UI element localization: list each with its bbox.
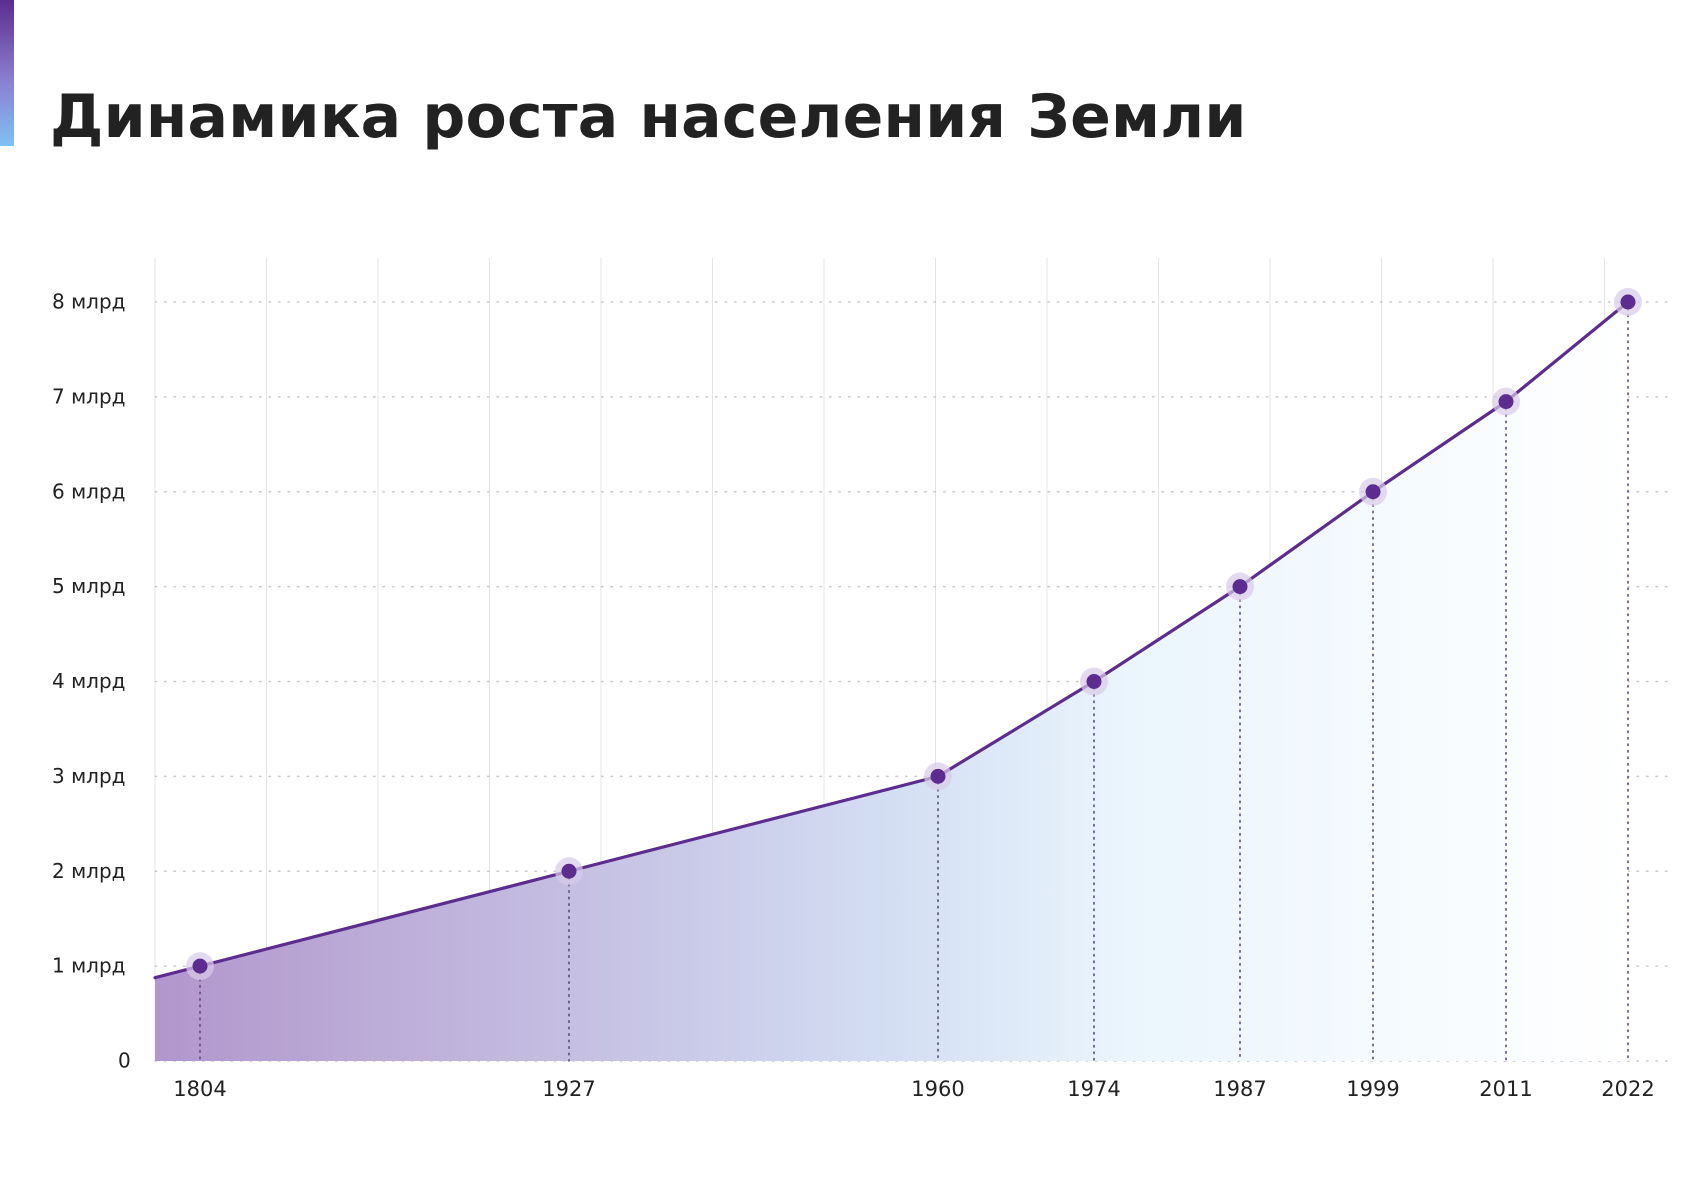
data-point bbox=[1232, 579, 1248, 595]
y-tick-label: 0 bbox=[118, 1049, 131, 1073]
x-tick-label: 1927 bbox=[542, 1077, 595, 1101]
accent-bar bbox=[0, 0, 14, 146]
y-tick-labels: 0 1 млрд 2 млрд 3 млрд 4 млрд 5 млрд 6 млрд 7 м… bbox=[52, 290, 131, 1073]
data-point bbox=[1498, 394, 1514, 410]
y-tick-label: 3 млрд bbox=[52, 764, 125, 788]
y-tick-label: 6 млрд bbox=[52, 479, 125, 503]
x-tick-labels: 1804 1927 1960 1974 1987 1999 2011 2022 bbox=[173, 1077, 1654, 1101]
data-point bbox=[561, 863, 577, 879]
data-point bbox=[1620, 294, 1636, 310]
x-tick-label: 1974 bbox=[1067, 1077, 1120, 1101]
data-point bbox=[930, 768, 946, 784]
page-title: Динамика роста населения Земли bbox=[50, 82, 1247, 152]
data-point bbox=[1086, 674, 1102, 689]
x-tick-label: 1960 bbox=[911, 1077, 964, 1101]
drop-lines bbox=[199, 301, 1629, 1062]
area-fill-group bbox=[155, 302, 1628, 1061]
y-tick-label: 8 млрд bbox=[52, 290, 125, 314]
data-point bbox=[1365, 484, 1381, 500]
y-tick-label: 7 млрд bbox=[52, 384, 125, 408]
x-tick-label: 1804 bbox=[173, 1077, 226, 1101]
area-fill bbox=[155, 302, 1628, 1061]
x-tick-label: 1987 bbox=[1213, 1077, 1266, 1101]
x-tick-label: 2022 bbox=[1601, 1077, 1654, 1101]
data-points bbox=[186, 288, 1642, 981]
y-tick-label: 4 млрд bbox=[52, 669, 125, 693]
y-tick-label: 5 млрд bbox=[52, 574, 125, 598]
y-tick-label: 1 млрд bbox=[52, 954, 125, 978]
x-tick-label: 1999 bbox=[1346, 1077, 1399, 1101]
y-tick-label: 2 млрд bbox=[52, 859, 125, 883]
x-tick-label: 2011 bbox=[1479, 1077, 1532, 1101]
data-point bbox=[192, 958, 208, 974]
